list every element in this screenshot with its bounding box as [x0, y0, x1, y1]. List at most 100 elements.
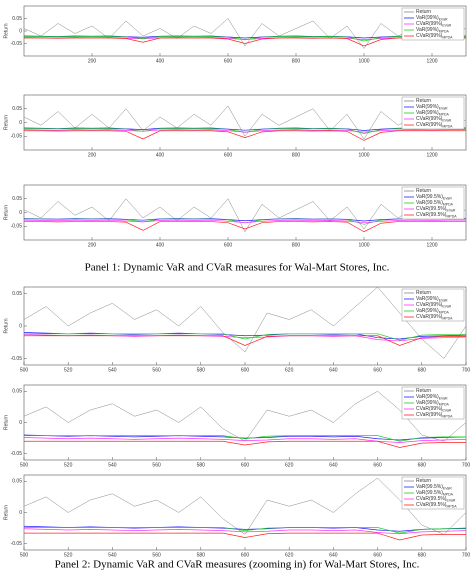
legend-subscript: MPDA — [442, 124, 453, 128]
legend-label: VaR(99.5%)EVaR — [416, 484, 452, 490]
x-tick-label: 400 — [156, 58, 165, 64]
legend-name: VaR(99%) — [416, 27, 439, 33]
legend-name: VaR(99%) — [416, 110, 439, 116]
x-tick-label: 800 — [292, 58, 301, 64]
legend-name: CVaR(99%) — [416, 302, 443, 308]
legend-subscript: MPDA — [442, 414, 453, 418]
legend-label: VaR(99%)EVaR — [416, 296, 448, 302]
x-tick-label: 1000 — [358, 242, 369, 248]
legend-name: CVaR(99%) — [416, 116, 443, 122]
legend-label: CVaR(99%)MPDA — [416, 412, 453, 418]
series-line — [23, 219, 466, 224]
y-tick-label: -0.05 — [11, 451, 23, 457]
y-tick-label: 0.05 — [12, 16, 22, 22]
plot-frame — [23, 5, 467, 57]
y-tick-label: -0.05 — [11, 224, 23, 230]
series-line — [23, 332, 467, 340]
legend-label: Return — [416, 98, 431, 104]
legend-label: VaR(99.5%)EVaR — [416, 194, 452, 200]
legend-name: VaR(99.5%) — [416, 484, 443, 490]
legend-label: Return — [416, 9, 431, 15]
legend-label: VaR(99%)EVaR — [416, 15, 448, 21]
legend-name: VaR(99%) — [416, 308, 439, 314]
x-tick-label: 560 — [152, 552, 161, 558]
legend-label: Return — [416, 388, 431, 394]
legend-subscript: MPDA — [443, 202, 454, 206]
legend-name: CVaR(99.5%) — [416, 212, 447, 218]
y-tick-label: -0.05 — [11, 41, 23, 47]
x-tick-label: 400 — [156, 242, 165, 248]
legend-subscript: EVaR — [442, 304, 451, 308]
legend-name: Return — [416, 9, 431, 15]
series-line — [24, 435, 466, 442]
x-tick-label: 1200 — [426, 152, 437, 158]
x-tick-label: 700 — [462, 552, 471, 558]
series-line — [23, 198, 467, 233]
legend-name: CVaR(99.5%) — [416, 502, 447, 508]
x-tick-label: 640 — [329, 462, 338, 468]
y-tick-label: 0 — [19, 210, 22, 216]
legend-name: Return — [416, 388, 431, 394]
x-tick-label: 520 — [64, 367, 73, 373]
series-line — [23, 127, 466, 131]
legend-name: CVaR(99%) — [416, 21, 443, 27]
legend-subscript: EVaR — [439, 396, 448, 400]
plot-frame — [23, 474, 467, 551]
legend-name: CVaR(99%) — [416, 122, 443, 128]
series-line — [23, 437, 467, 443]
plot-frame — [23, 184, 467, 241]
series-line — [23, 390, 467, 442]
x-tick-label: 540 — [108, 552, 117, 558]
legend-label: VaR(99%)EVaR — [416, 394, 448, 400]
series-line — [23, 334, 467, 342]
x-tick-label: 600 — [224, 152, 233, 158]
legend-subscript: MPDA — [446, 504, 457, 508]
series-line — [23, 477, 467, 535]
x-tick-label: 500 — [20, 552, 29, 558]
legend-name: VaR(99%) — [416, 400, 439, 406]
legend-name: VaR(99.5%) — [416, 194, 443, 200]
x-tick-label: 680 — [418, 462, 427, 468]
x-tick-label: 560 — [152, 367, 161, 373]
x-tick-label: 580 — [197, 462, 206, 468]
x-tick-label: 660 — [373, 552, 382, 558]
y-tick-label: 0.05 — [12, 291, 22, 297]
x-tick-label: 600 — [224, 58, 233, 64]
legend-label: VaR(99.5%)MPDA — [416, 490, 454, 496]
y-tick-label: 0.05 — [12, 196, 22, 202]
legend-subscript: EVaR — [442, 23, 451, 27]
legend-subscript: EVaR — [443, 196, 452, 200]
x-tick-label: 620 — [285, 462, 294, 468]
legend-name: VaR(99%) — [416, 104, 439, 110]
y-axis-label: Return — [3, 415, 9, 430]
y-tick-label: -0.05 — [11, 541, 23, 547]
y-tick-label: 0 — [19, 323, 22, 329]
legend-name: Return — [416, 478, 431, 484]
y-tick-label: 0.05 — [12, 479, 22, 485]
series-line — [24, 532, 466, 541]
legend-subscript: EVaR — [442, 118, 451, 122]
y-tick-label: -0.05 — [11, 134, 23, 140]
legend-name: CVaR(99%) — [416, 406, 443, 412]
y-tick-label: 0.05 — [12, 106, 22, 112]
series-line — [24, 335, 466, 346]
series-line — [23, 18, 467, 49]
series-line — [23, 525, 467, 532]
legend-name: CVaR(99.5%) — [416, 206, 447, 212]
x-tick-label: 1200 — [426, 242, 437, 248]
x-tick-label: 520 — [64, 462, 73, 468]
series-line — [24, 527, 466, 534]
series-line — [24, 333, 466, 341]
x-tick-label: 200 — [88, 152, 97, 158]
x-tick-label: 660 — [373, 462, 382, 468]
x-tick-label: 500 — [20, 367, 29, 373]
series-line — [24, 37, 466, 47]
legend-subscript: EVaR — [439, 17, 448, 21]
legend-name: CVaR(99.5%) — [416, 496, 447, 502]
y-tick-label: -0.05 — [11, 356, 23, 362]
x-tick-label: 620 — [285, 552, 294, 558]
series-line — [23, 286, 467, 359]
legend-label: VaR(99%)MPDA — [416, 400, 449, 406]
legend-label: CVaR(99%)EVaR — [416, 21, 452, 27]
x-tick-label: 800 — [292, 152, 301, 158]
